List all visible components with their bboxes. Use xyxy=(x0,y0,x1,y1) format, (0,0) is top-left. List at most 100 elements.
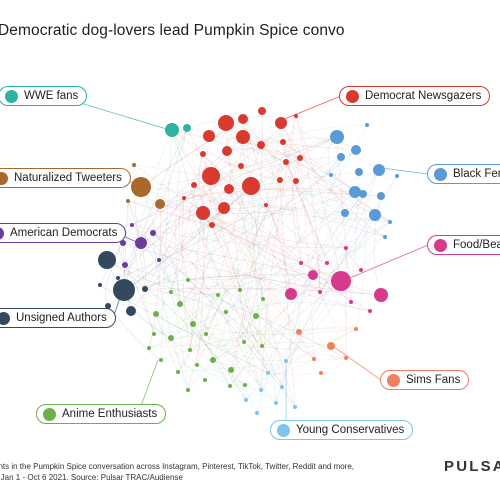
network-edge xyxy=(140,136,338,188)
segment-label-text: WWE fans xyxy=(24,90,79,102)
network-node-wwe xyxy=(183,124,191,132)
network-node-anime-enthusiasts xyxy=(228,384,232,388)
segment-label-food-beauty: Food/Beaut xyxy=(427,235,500,255)
network-edge xyxy=(373,195,382,296)
network-edge xyxy=(159,203,302,264)
network-node-anime-enthusiasts xyxy=(204,332,208,336)
network-edge xyxy=(226,150,277,404)
network-node-young-conservatives xyxy=(259,388,263,392)
network-node-food-beauty xyxy=(325,261,329,265)
network-edge xyxy=(179,303,232,371)
network-edge xyxy=(106,136,338,261)
network-edge xyxy=(249,315,263,347)
network-edge xyxy=(202,191,356,215)
segment-dot-food-beauty xyxy=(434,238,447,252)
network-edge xyxy=(212,341,332,361)
network-node-american-democrats xyxy=(120,240,126,246)
network-edge xyxy=(152,232,315,360)
network-edge xyxy=(148,207,225,349)
network-node-anime-enthusiasts xyxy=(242,340,246,344)
network-edge xyxy=(131,224,296,408)
network-edge xyxy=(144,197,185,290)
network-edge xyxy=(123,169,380,291)
network-node-democrat-newsgazers xyxy=(297,155,303,161)
network-node-food-beauty xyxy=(359,268,363,272)
network-edge xyxy=(117,204,267,279)
network-edge xyxy=(170,337,231,387)
network-node-democrat-newsgazers xyxy=(294,114,298,118)
network-edge xyxy=(123,274,314,291)
network-edge xyxy=(148,203,161,349)
network-edge xyxy=(133,164,342,282)
network-node-sims-fans xyxy=(354,327,358,331)
network-edge xyxy=(229,358,315,387)
network-edge xyxy=(171,129,315,360)
network-edge xyxy=(279,179,296,408)
segment-label-unsigned-authors: Unsigned Authors xyxy=(0,308,116,328)
network-edge xyxy=(183,197,269,374)
network-edge xyxy=(171,129,247,401)
network-node-american-democrats xyxy=(150,230,156,236)
network-edge xyxy=(189,175,212,351)
network-edge xyxy=(299,157,315,360)
network-edge xyxy=(212,298,264,361)
network-edge xyxy=(319,221,391,293)
network-edge xyxy=(122,242,382,296)
network-edge xyxy=(175,127,188,305)
segment-label-naturalized-tweeters: Naturalized Tweeters xyxy=(0,168,131,188)
network-edge xyxy=(171,129,328,264)
network-node-young-conservatives xyxy=(284,359,288,363)
network-edge xyxy=(225,122,356,193)
network-edge xyxy=(280,122,386,238)
segment-label-young-conservatives: Young Conservatives xyxy=(270,420,414,440)
network-node-black-female xyxy=(337,153,345,161)
network-node-american-democrats xyxy=(122,262,128,268)
network-edge xyxy=(243,341,277,404)
segment-dot-wwe-fans xyxy=(5,89,18,103)
network-edge xyxy=(131,197,185,226)
network-node-democrat-newsgazers xyxy=(277,177,283,183)
network-edge xyxy=(282,137,357,151)
network-edge xyxy=(196,212,205,366)
network-edge xyxy=(153,323,194,335)
network-node-democrat-newsgazers xyxy=(280,139,286,145)
network-node-democrat-newsgazers xyxy=(238,114,248,124)
network-node-black-female xyxy=(373,164,385,176)
network-node-naturalized-tweeters xyxy=(132,163,136,167)
network-edge xyxy=(106,259,247,401)
network-node-black-female xyxy=(341,209,349,217)
network-edge xyxy=(140,188,230,244)
network-edge xyxy=(160,359,262,391)
network-node-unsigned-authors xyxy=(98,283,102,287)
network-edge xyxy=(123,129,173,291)
network-edge xyxy=(183,197,391,223)
network-edge xyxy=(124,185,252,266)
network-edge xyxy=(187,279,214,361)
network-edge xyxy=(211,193,364,226)
network-edge xyxy=(160,129,173,361)
network-edge xyxy=(144,195,382,290)
network-node-democrat-newsgazers xyxy=(200,151,206,157)
network-node-black-female xyxy=(365,123,369,127)
segment-label-text: Young Conservatives xyxy=(296,424,405,436)
network-edge xyxy=(261,328,357,350)
network-edge xyxy=(229,221,391,387)
network-edge xyxy=(285,221,391,362)
network-edge xyxy=(179,221,391,305)
network-node-sims-fans xyxy=(327,342,335,350)
segment-dot-american-democrats xyxy=(0,226,4,240)
network-edge xyxy=(140,127,188,244)
network-edge xyxy=(171,129,247,401)
network-node-anime-enthusiasts xyxy=(224,310,228,314)
network-node-anime-enthusiasts xyxy=(168,335,174,341)
network-node-anime-enthusiasts xyxy=(261,297,265,301)
network-node-young-conservatives xyxy=(244,398,248,402)
network-edge xyxy=(186,115,297,129)
network-node-american-democrats xyxy=(130,223,134,227)
network-edge xyxy=(295,115,321,293)
network-node-naturalized-tweeters xyxy=(131,177,151,197)
network-edge xyxy=(105,242,124,307)
network-edge xyxy=(124,264,155,335)
segment-dot-black-female xyxy=(434,167,447,181)
